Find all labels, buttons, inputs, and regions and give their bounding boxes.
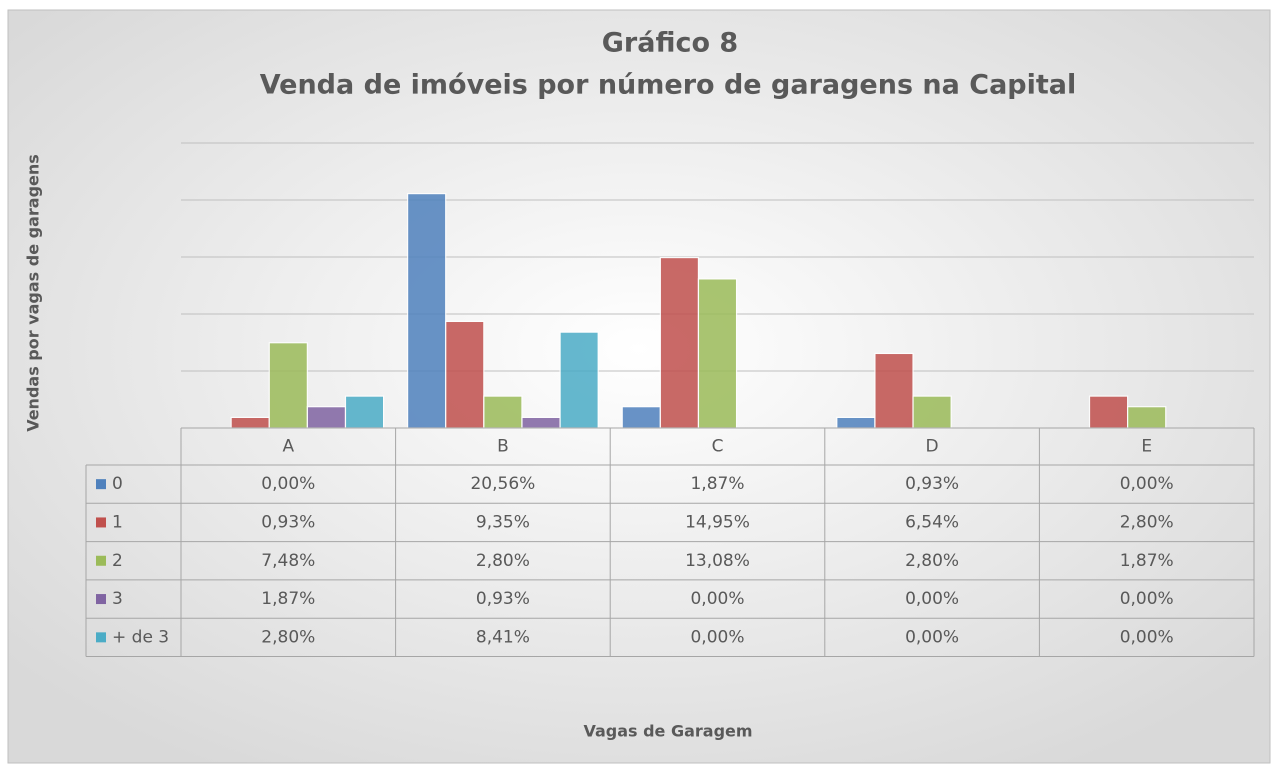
- legend-label: 0: [112, 474, 123, 494]
- table-cell: 0,00%: [905, 627, 959, 647]
- table-cell: 1,87%: [1120, 551, 1174, 571]
- bar: [230, 416, 270, 429]
- legend-key: [96, 479, 106, 490]
- legend-label: 2: [112, 551, 123, 571]
- bar: [344, 395, 385, 429]
- bar: [1127, 406, 1167, 429]
- y-axis-label: Vendas por vagas de garagens: [24, 154, 43, 432]
- legend-label: 1: [112, 512, 123, 532]
- x-tick-label: E: [1141, 437, 1152, 457]
- table-cell: 0,00%: [261, 474, 315, 494]
- table-cell: 6,54%: [905, 512, 959, 532]
- table-cell: 9,35%: [476, 512, 530, 532]
- bar: [559, 331, 599, 429]
- bar: [407, 193, 447, 429]
- bar: [836, 416, 876, 429]
- table-cell: 8,41%: [476, 627, 530, 647]
- legend-key: [96, 594, 106, 605]
- table-cell: 2,80%: [261, 627, 315, 647]
- bar: [874, 352, 914, 429]
- chart-background: [7, 9, 1271, 764]
- table-cell: 2,80%: [905, 551, 959, 571]
- bar: [445, 320, 485, 429]
- x-axis-label: Vagas de Garagem: [583, 722, 752, 741]
- chart-subtitle: Venda de imóveis por número de garagens …: [260, 70, 1077, 101]
- table-cell: 0,93%: [261, 512, 315, 532]
- bar: [1088, 395, 1129, 429]
- table-cell: 2,80%: [476, 551, 530, 571]
- table-cell: 7,48%: [261, 551, 315, 571]
- bar: [621, 406, 661, 429]
- legend-label: + de 3: [112, 627, 169, 647]
- legend-key: [96, 555, 106, 566]
- table-cell: 0,00%: [1120, 627, 1174, 647]
- bar: [483, 395, 523, 429]
- table-cell: 2,80%: [1120, 512, 1174, 532]
- bar: [306, 406, 347, 429]
- table-cell: 0,00%: [690, 627, 744, 647]
- legend-label: 3: [112, 589, 123, 609]
- table-cell: 0,93%: [905, 474, 959, 494]
- legend-key: [96, 517, 106, 528]
- chart-title: Gráfico 8: [602, 28, 738, 59]
- table-cell: 0,00%: [690, 589, 744, 609]
- table-cell: 0,00%: [1120, 474, 1174, 494]
- table-cell: 14,95%: [685, 512, 750, 532]
- x-tick-label: A: [282, 437, 294, 457]
- x-tick-label: C: [712, 437, 724, 457]
- bar: [268, 342, 308, 429]
- x-tick-label: D: [926, 437, 939, 457]
- table-cell: 0,93%: [476, 589, 530, 609]
- table-cell: 1,87%: [690, 474, 744, 494]
- bar: [697, 278, 738, 429]
- table-cell: 13,08%: [685, 551, 750, 571]
- table-cell: 20,56%: [470, 474, 535, 494]
- bar: [521, 416, 561, 429]
- table-cell: 0,00%: [1120, 589, 1174, 609]
- table-cell: 1,87%: [261, 589, 315, 609]
- bar: [659, 256, 700, 429]
- bar: [912, 395, 952, 429]
- table-cell: 0,00%: [905, 589, 959, 609]
- legend-key: [96, 632, 106, 643]
- x-tick-label: B: [497, 437, 509, 457]
